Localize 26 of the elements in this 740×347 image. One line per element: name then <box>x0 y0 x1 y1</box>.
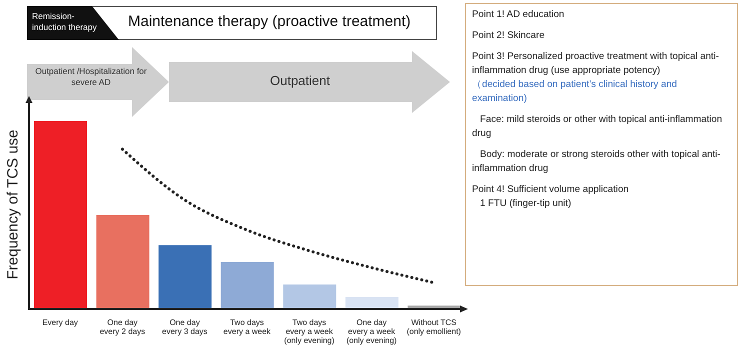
x-tick-label: Every day <box>42 318 78 327</box>
text: Point 3! Personalized proactive treatment with topical anti-inflammation drug (use appropriate potency) <box>472 50 720 78</box>
bar <box>158 245 212 309</box>
text: Point 4! Sufficient volume application <box>472 183 630 197</box>
x-tick-label: One day every 3 days <box>162 318 208 336</box>
text: Point 1! AD education <box>472 8 566 22</box>
bar <box>345 296 398 309</box>
y-axis-title: Frequency of TCS use <box>4 130 22 280</box>
text: Body: moderate or strong steroids other with topical anti-inflammation drug <box>472 148 722 176</box>
text: Outpatient <box>269 73 331 88</box>
chart-title: Maintenance therapy (proactive treatment) <box>128 13 411 30</box>
x-tick-label: Without TCS (only emollient) <box>406 318 462 336</box>
x-tick-label: One day every a week (only evening) <box>346 318 398 345</box>
text: （decided based on patient’s clinical history and examination) <box>472 78 678 106</box>
x-tick-label: Two days every a week <box>223 318 272 336</box>
text: Outpatient /Hospitalization for severe AD <box>34 66 148 88</box>
bar <box>220 262 274 309</box>
text: Point 2! Skincare <box>472 29 546 43</box>
text: Face: mild steroids or other with topical anti-inflammation drug <box>472 113 724 141</box>
bar <box>96 215 150 309</box>
bar <box>283 284 336 309</box>
text: Remission-induction therapy <box>32 11 98 33</box>
x-tick-label: Two days every a week (only evening) <box>284 318 335 345</box>
bar <box>34 121 87 309</box>
text: 1 FTU (finger-tip unit) <box>479 197 572 211</box>
x-tick-label: One day every 2 days <box>100 318 146 336</box>
